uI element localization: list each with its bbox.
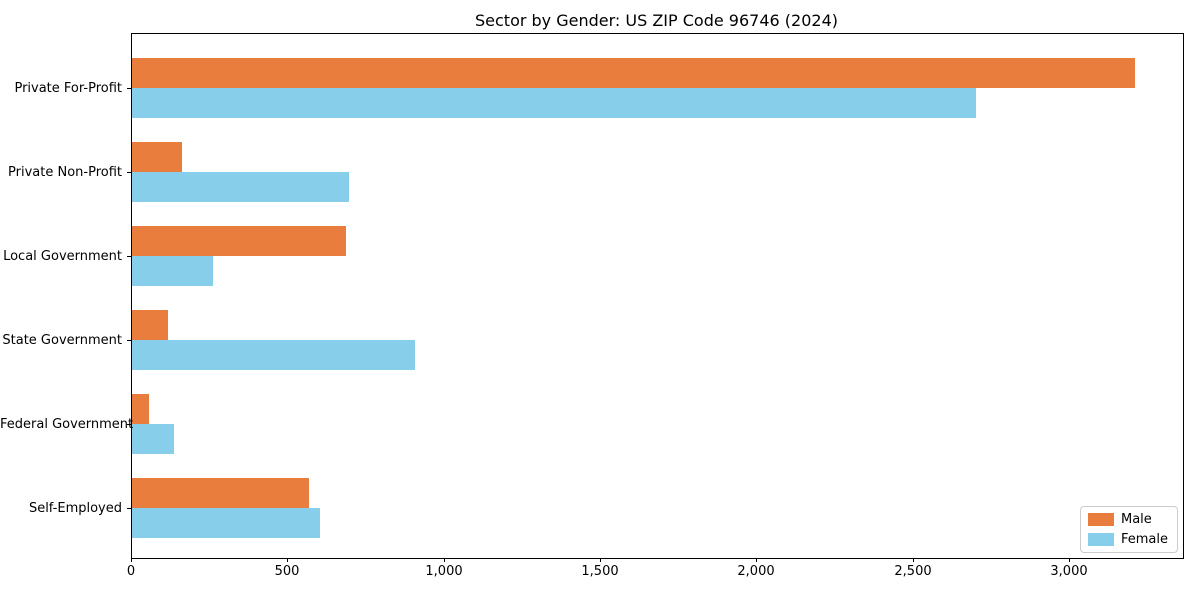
bar-female-3 <box>132 340 415 370</box>
y-tick-mark <box>127 88 131 89</box>
legend-item-female: Female <box>1087 532 1168 547</box>
y-tick-mark <box>127 340 131 341</box>
x-tick-mark <box>1069 558 1070 562</box>
y-tick-label: Private Non-Profit <box>8 165 122 180</box>
x-tick-label: 500 <box>274 564 300 579</box>
bar-female-0 <box>132 88 976 118</box>
x-tick-label: 0 <box>126 564 136 579</box>
x-tick-label: 2,000 <box>737 564 775 579</box>
bar-male-4 <box>132 394 149 424</box>
x-tick-label: 3,000 <box>1050 564 1088 579</box>
x-tick-mark <box>444 558 445 562</box>
y-tick-label: Local Government <box>3 249 122 264</box>
x-tick-label: 2,500 <box>894 564 932 579</box>
x-tick-mark <box>131 558 132 562</box>
legend: Male Female <box>1079 506 1178 553</box>
x-tick-label: 1,500 <box>581 564 619 579</box>
x-tick-mark <box>913 558 914 562</box>
y-tick-label: State Government <box>2 333 122 348</box>
bar-female-5 <box>132 508 320 538</box>
y-tick-mark <box>127 424 131 425</box>
legend-swatch-male <box>1087 513 1114 526</box>
bar-male-5 <box>132 478 309 508</box>
bar-male-0 <box>132 58 1135 88</box>
x-tick-mark <box>287 558 288 562</box>
legend-swatch-female <box>1087 533 1114 546</box>
bar-male-2 <box>132 226 346 256</box>
bar-female-1 <box>132 172 349 202</box>
legend-item-male: Male <box>1087 512 1168 527</box>
y-tick-mark <box>127 256 131 257</box>
bar-male-3 <box>132 310 168 340</box>
chart-title: Sector by Gender: US ZIP Code 96746 (202… <box>475 11 838 30</box>
bar-female-2 <box>132 256 213 286</box>
legend-label: Female <box>1120 532 1168 547</box>
x-tick-mark <box>756 558 757 562</box>
bar-male-1 <box>132 142 182 172</box>
y-tick-mark <box>127 508 131 509</box>
legend-label: Male <box>1120 512 1152 527</box>
y-tick-mark <box>127 172 131 173</box>
plot-area <box>131 33 1184 559</box>
y-tick-label: Self-Employed <box>28 501 122 516</box>
x-tick-mark <box>600 558 601 562</box>
x-tick-label: 1,000 <box>425 564 463 579</box>
y-tick-label: Private For-Profit <box>14 81 122 96</box>
y-tick-label: Federal Government <box>0 417 134 432</box>
bar-female-4 <box>132 424 174 454</box>
